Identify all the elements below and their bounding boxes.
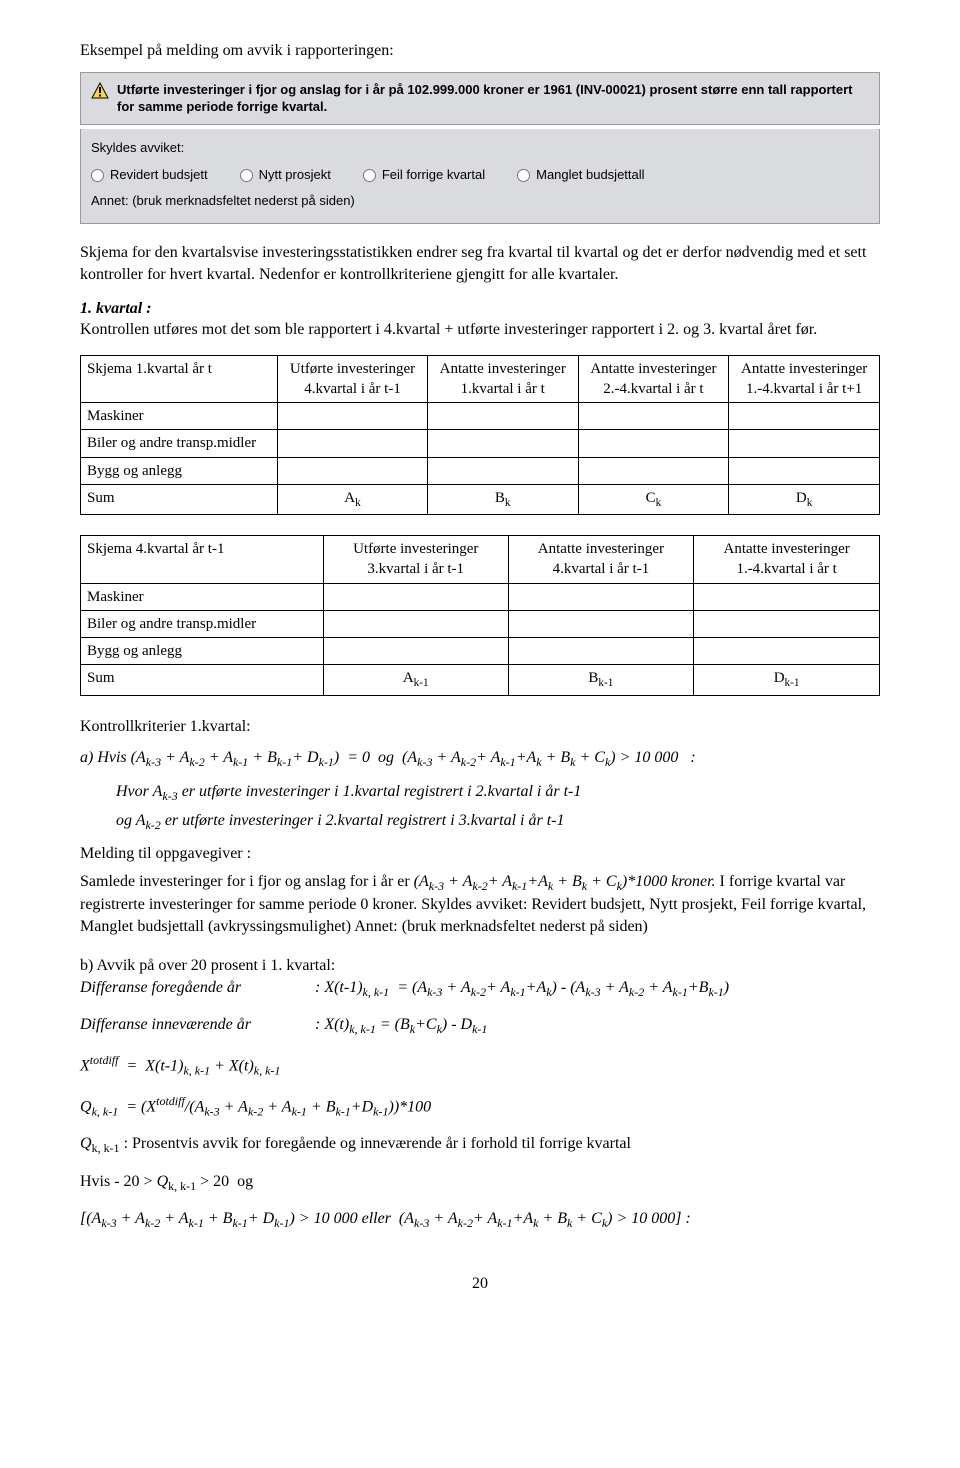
diff-curr: Differanse inneværende år : X(t)k, k-1 =… [80, 1014, 880, 1037]
criteria-a-sub1: Hvor Ak-3 er utførte investeringer i 1.k… [80, 781, 880, 804]
radio-label: Revidert budsjett [110, 166, 208, 184]
cell-sum: Bk [427, 484, 578, 514]
cell-sum: Bk-1 [508, 665, 694, 695]
q-desc: Qk, k-1 : Prosentvis avvik for foregåend… [80, 1133, 880, 1156]
row-label: Maskiner [81, 583, 324, 610]
criteria-a-sub2: og Ak-2 er utførte investeringer i 2.kva… [80, 810, 880, 833]
table-header: Antatte investeringer 2.-4.kvartal i år t [578, 355, 729, 403]
table-header: Antatte investeringer 1.-4.kvartal i år t… [729, 355, 880, 403]
radio-input[interactable] [240, 169, 253, 182]
criteria-a: a) Hvis (Ak-3 + Ak-2 + Ak-1 + Bk-1+ Dk-1… [80, 747, 880, 770]
melding-body: Samlede investeringer for i fjor og ansl… [80, 871, 880, 938]
page-number: 20 [80, 1273, 880, 1295]
table-header: Antatte investeringer 4.kvartal i år t-1 [508, 536, 694, 584]
q-line: Qk, k-1 = (Xtotdiff/(Ak-3 + Ak-2 + Ak-1 … [80, 1093, 880, 1120]
th-line1: Antatte investeringer [440, 361, 566, 377]
hvis-line: Hvis - 20 > Qk, k-1 > 20 og [80, 1171, 880, 1194]
criteria-b-head: b) Avvik på over 20 prosent i 1. kvartal… [80, 955, 880, 977]
cause-box: Skyldes avviket: Revidert budsjett Nytt … [80, 129, 880, 225]
radio-input[interactable] [363, 169, 376, 182]
radio-option[interactable]: Feil forrige kvartal [363, 166, 485, 184]
diff-prev-lhs: Differanse foregående år [80, 977, 315, 1000]
th-line2: 1.-4.kvartal i år t [736, 561, 836, 577]
th-line2: 2.-4.kvartal i år t [603, 381, 703, 397]
example-title: Eksempel på melding om avvik i rapporter… [80, 40, 880, 62]
kvartal1-body: Kontrollen utføres mot det som ble rappo… [80, 319, 880, 341]
table-header: Utførte investeringer 3.kvartal i år t-1 [323, 536, 508, 584]
radio-option[interactable]: Nytt prosjekt [240, 166, 331, 184]
cell-sum: Dk-1 [694, 665, 880, 695]
page: Eksempel på melding om avvik i rapporter… [0, 0, 960, 1325]
cell-sum: Ck [578, 484, 729, 514]
intro-paragraph: Skjema for den kvartalsvise investerings… [80, 242, 880, 285]
th-line2: 1.-4.kvartal i år t+1 [746, 381, 862, 397]
radio-option[interactable]: Manglet budsjettall [517, 166, 644, 184]
radio-label: Feil forrige kvartal [382, 166, 485, 184]
th-line2: 4.kvartal i år t-1 [553, 561, 650, 577]
row-label: Sum [81, 484, 278, 514]
th-line1: Utførte investeringer [290, 361, 415, 377]
row-label: Sum [81, 665, 324, 695]
radio-input[interactable] [91, 169, 104, 182]
table-skjema4: Skjema 4.kvartal år t-1 Utførte invester… [80, 535, 880, 695]
alert-row: Utførte investeringer i fjor og anslag f… [91, 81, 869, 116]
cause-hint: Annet: (bruk merknadsfeltet nederst på s… [91, 192, 869, 210]
th-line2: 4.kvartal i år t-1 [304, 381, 401, 397]
table-header: Antatte investeringer 1.-4.kvartal i år t [694, 536, 880, 584]
criteria-heading: Kontrollkriterier 1.kvartal: [80, 716, 880, 738]
th-line1: Antatte investeringer [590, 361, 716, 377]
cell-sum: Dk [729, 484, 880, 514]
cell-sum: Ak-1 [323, 665, 508, 695]
radio-label: Manglet budsjettall [536, 166, 644, 184]
cell-sum: Ak [278, 484, 428, 514]
table-header: Skjema 4.kvartal år t-1 [81, 536, 324, 584]
diff-prev: Differanse foregående år : X(t-1)k, k-1 … [80, 977, 880, 1000]
th-line2: 3.kvartal i år t-1 [367, 561, 464, 577]
radio-input[interactable] [517, 169, 530, 182]
radio-label: Nytt prosjekt [259, 166, 331, 184]
th-line1: Antatte investeringer [724, 541, 850, 557]
table-header: Antatte investeringer 1.kvartal i år t [427, 355, 578, 403]
diff-curr-lhs: Differanse inneværende år [80, 1014, 315, 1037]
row-label: Biler og andre transp.midler [81, 430, 278, 457]
radio-row: Revidert budsjett Nytt prosjekt Feil for… [91, 166, 869, 184]
diff-prev-rhs: : X(t-1)k, k-1 = (Ak-3 + Ak-2+ Ak-1+Ak) … [315, 977, 729, 1000]
melding-heading: Melding til oppgavegiver : [80, 843, 880, 865]
th-line1: Utførte investeringer [353, 541, 478, 557]
bracket-line: [(Ak-3 + Ak-2 + Ak-1 + Bk-1+ Dk-1) > 10 … [80, 1208, 880, 1231]
th-line2: 1.kvartal i år t [461, 381, 545, 397]
cause-label: Skyldes avviket: [91, 139, 869, 157]
row-label: Biler og andre transp.midler [81, 610, 324, 637]
alert-box: Utførte investeringer i fjor og anslag f… [80, 72, 880, 125]
row-label: Bygg og anlegg [81, 638, 324, 665]
warning-icon [91, 82, 109, 100]
alert-text: Utførte investeringer i fjor og anslag f… [117, 81, 869, 116]
row-label: Maskiner [81, 403, 278, 430]
radio-option[interactable]: Revidert budsjett [91, 166, 208, 184]
diff-curr-rhs: : X(t)k, k-1 = (Bk+Ck) - Dk-1 [315, 1014, 487, 1037]
table-header: Utførte investeringer 4.kvartal i år t-1 [278, 355, 428, 403]
row-label: Bygg og anlegg [81, 457, 278, 484]
th-line1: Antatte investeringer [538, 541, 664, 557]
table-header: Skjema 1.kvartal år t [81, 355, 278, 403]
table-skjema1: Skjema 1.kvartal år t Utførte investerin… [80, 355, 880, 515]
th-line1: Antatte investeringer [741, 361, 867, 377]
xtotdiff: Xtotdiff = X(t-1)k, k-1 + X(t)k, k-1 [80, 1052, 880, 1079]
kvartal1-heading: 1. kvartal : [80, 298, 880, 320]
